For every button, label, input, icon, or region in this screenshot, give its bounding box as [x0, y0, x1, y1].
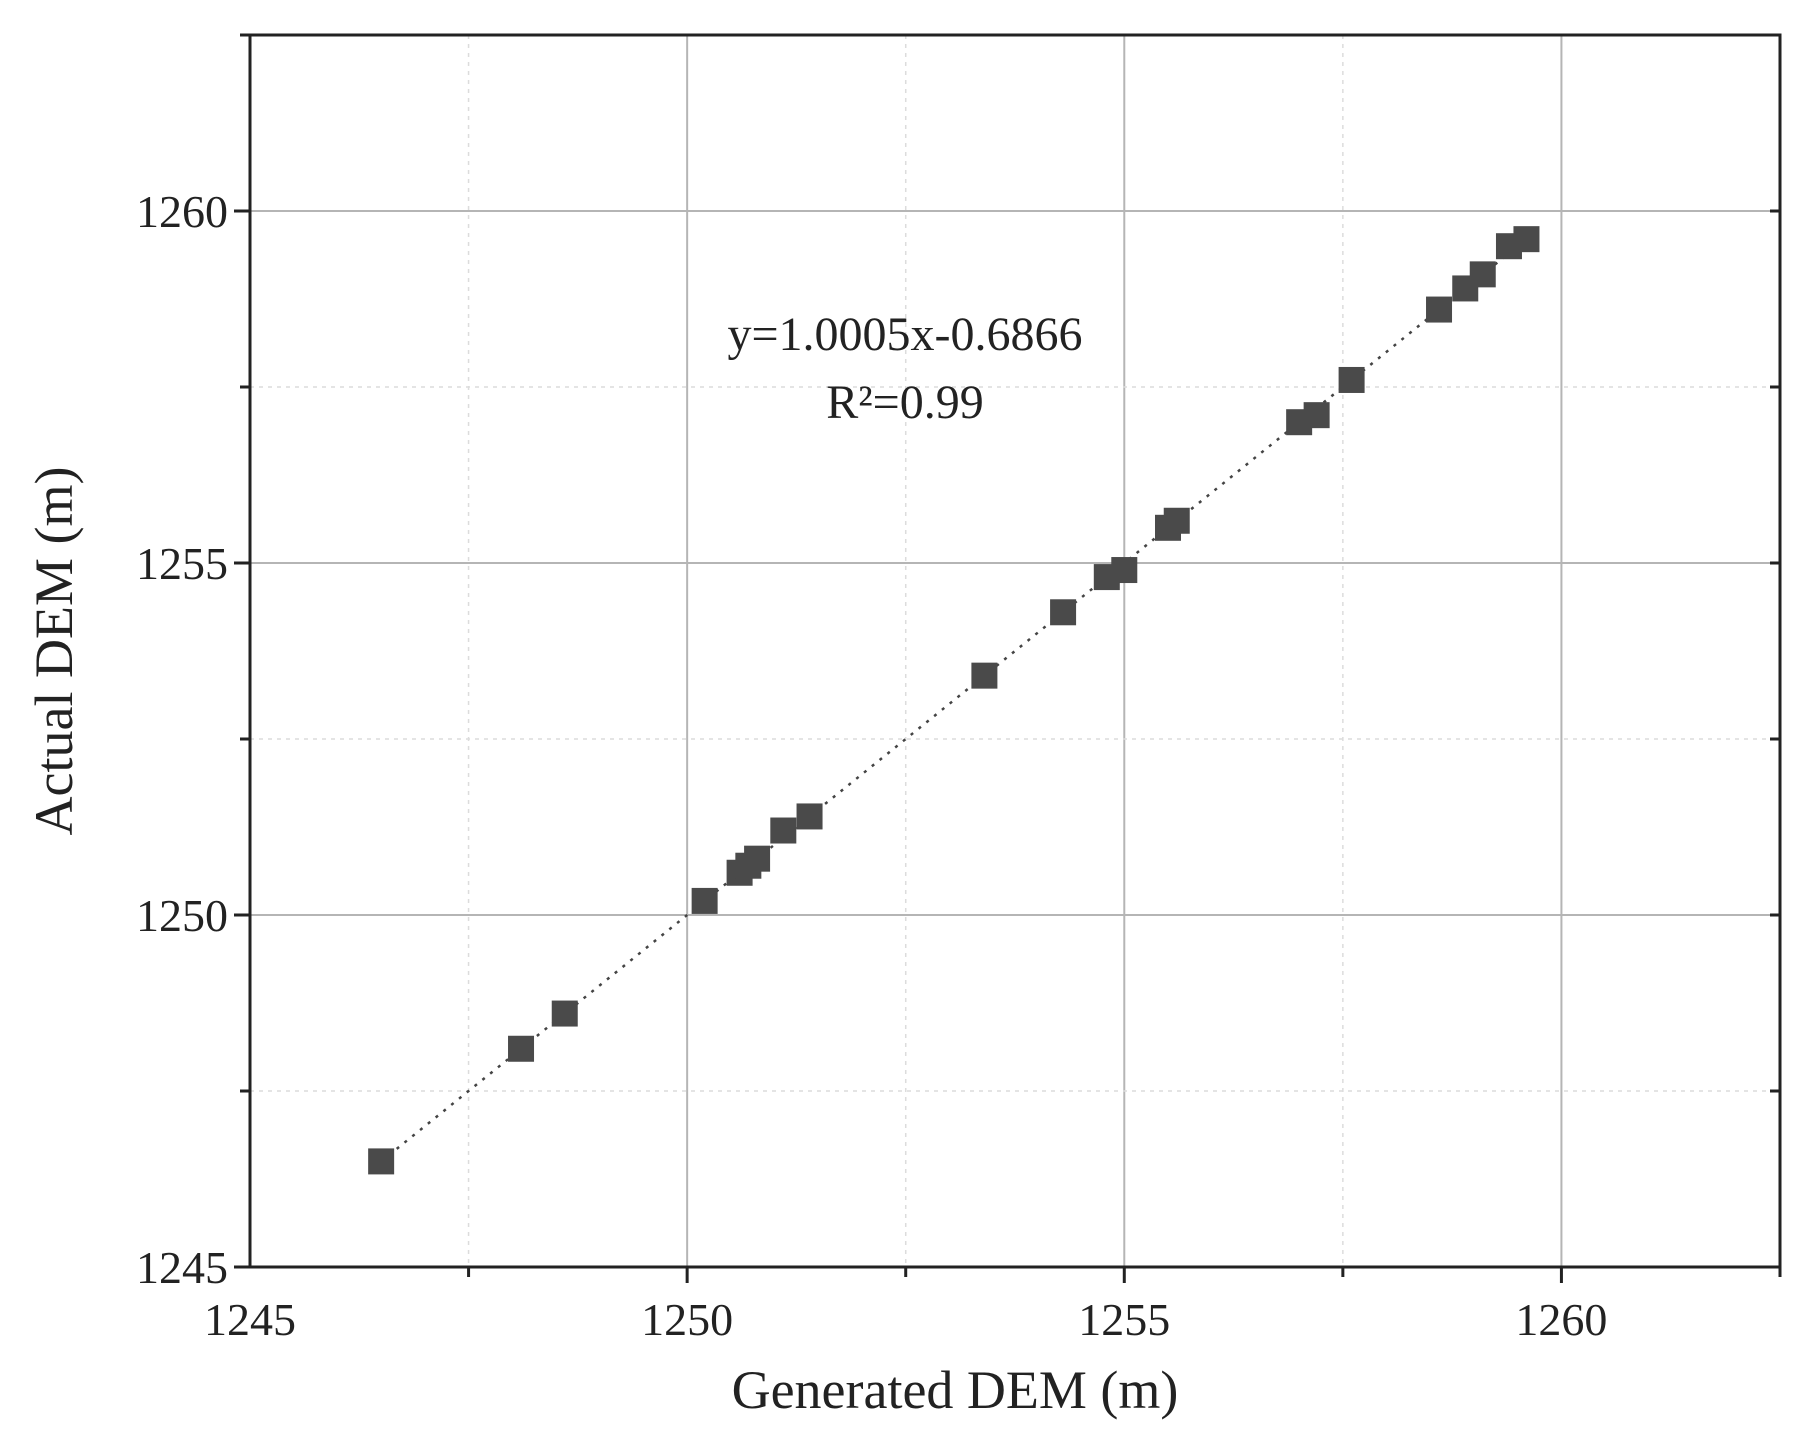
- x-tick-label: 1245: [204, 1294, 296, 1345]
- x-tick-label: 1260: [1515, 1294, 1607, 1345]
- plot-frame: [248, 33, 1782, 1269]
- data-points: [368, 226, 1540, 1175]
- y-tick-label: 1245: [136, 1242, 228, 1293]
- data-point: [1513, 226, 1540, 253]
- fit-equation: y=1.0005x-0.6866: [727, 308, 1082, 361]
- data-point: [551, 1000, 578, 1027]
- y-tick-label: 1250: [136, 890, 228, 941]
- data-point: [691, 887, 718, 914]
- data-point: [368, 1148, 395, 1175]
- x-tick-label: 1255: [1078, 1294, 1170, 1345]
- x-axis-title: Generated DEM (m): [732, 1360, 1179, 1420]
- y-axis-title: Actual DEM (m): [24, 467, 84, 836]
- r-squared: R²=0.99: [826, 376, 983, 429]
- data-point: [796, 803, 823, 830]
- axis-ticks: [234, 33, 1782, 1283]
- tick-labels: 1245 1250 1255 1260 1245 1250 1255 1260: [136, 186, 1607, 1345]
- data-point: [1426, 296, 1453, 323]
- y-tick-label: 1260: [136, 186, 228, 237]
- data-point: [770, 817, 797, 844]
- x-tick-label: 1250: [641, 1294, 733, 1345]
- data-point: [1111, 557, 1138, 584]
- data-point: [744, 845, 771, 872]
- y-tick-label: 1255: [136, 538, 228, 589]
- data-point: [1469, 261, 1496, 288]
- data-point: [1338, 366, 1365, 393]
- data-point: [971, 662, 998, 689]
- grid-lines: [250, 35, 1780, 1267]
- data-point: [1163, 507, 1190, 534]
- data-point: [1303, 402, 1330, 429]
- data-point: [508, 1035, 535, 1062]
- data-point: [1050, 599, 1077, 626]
